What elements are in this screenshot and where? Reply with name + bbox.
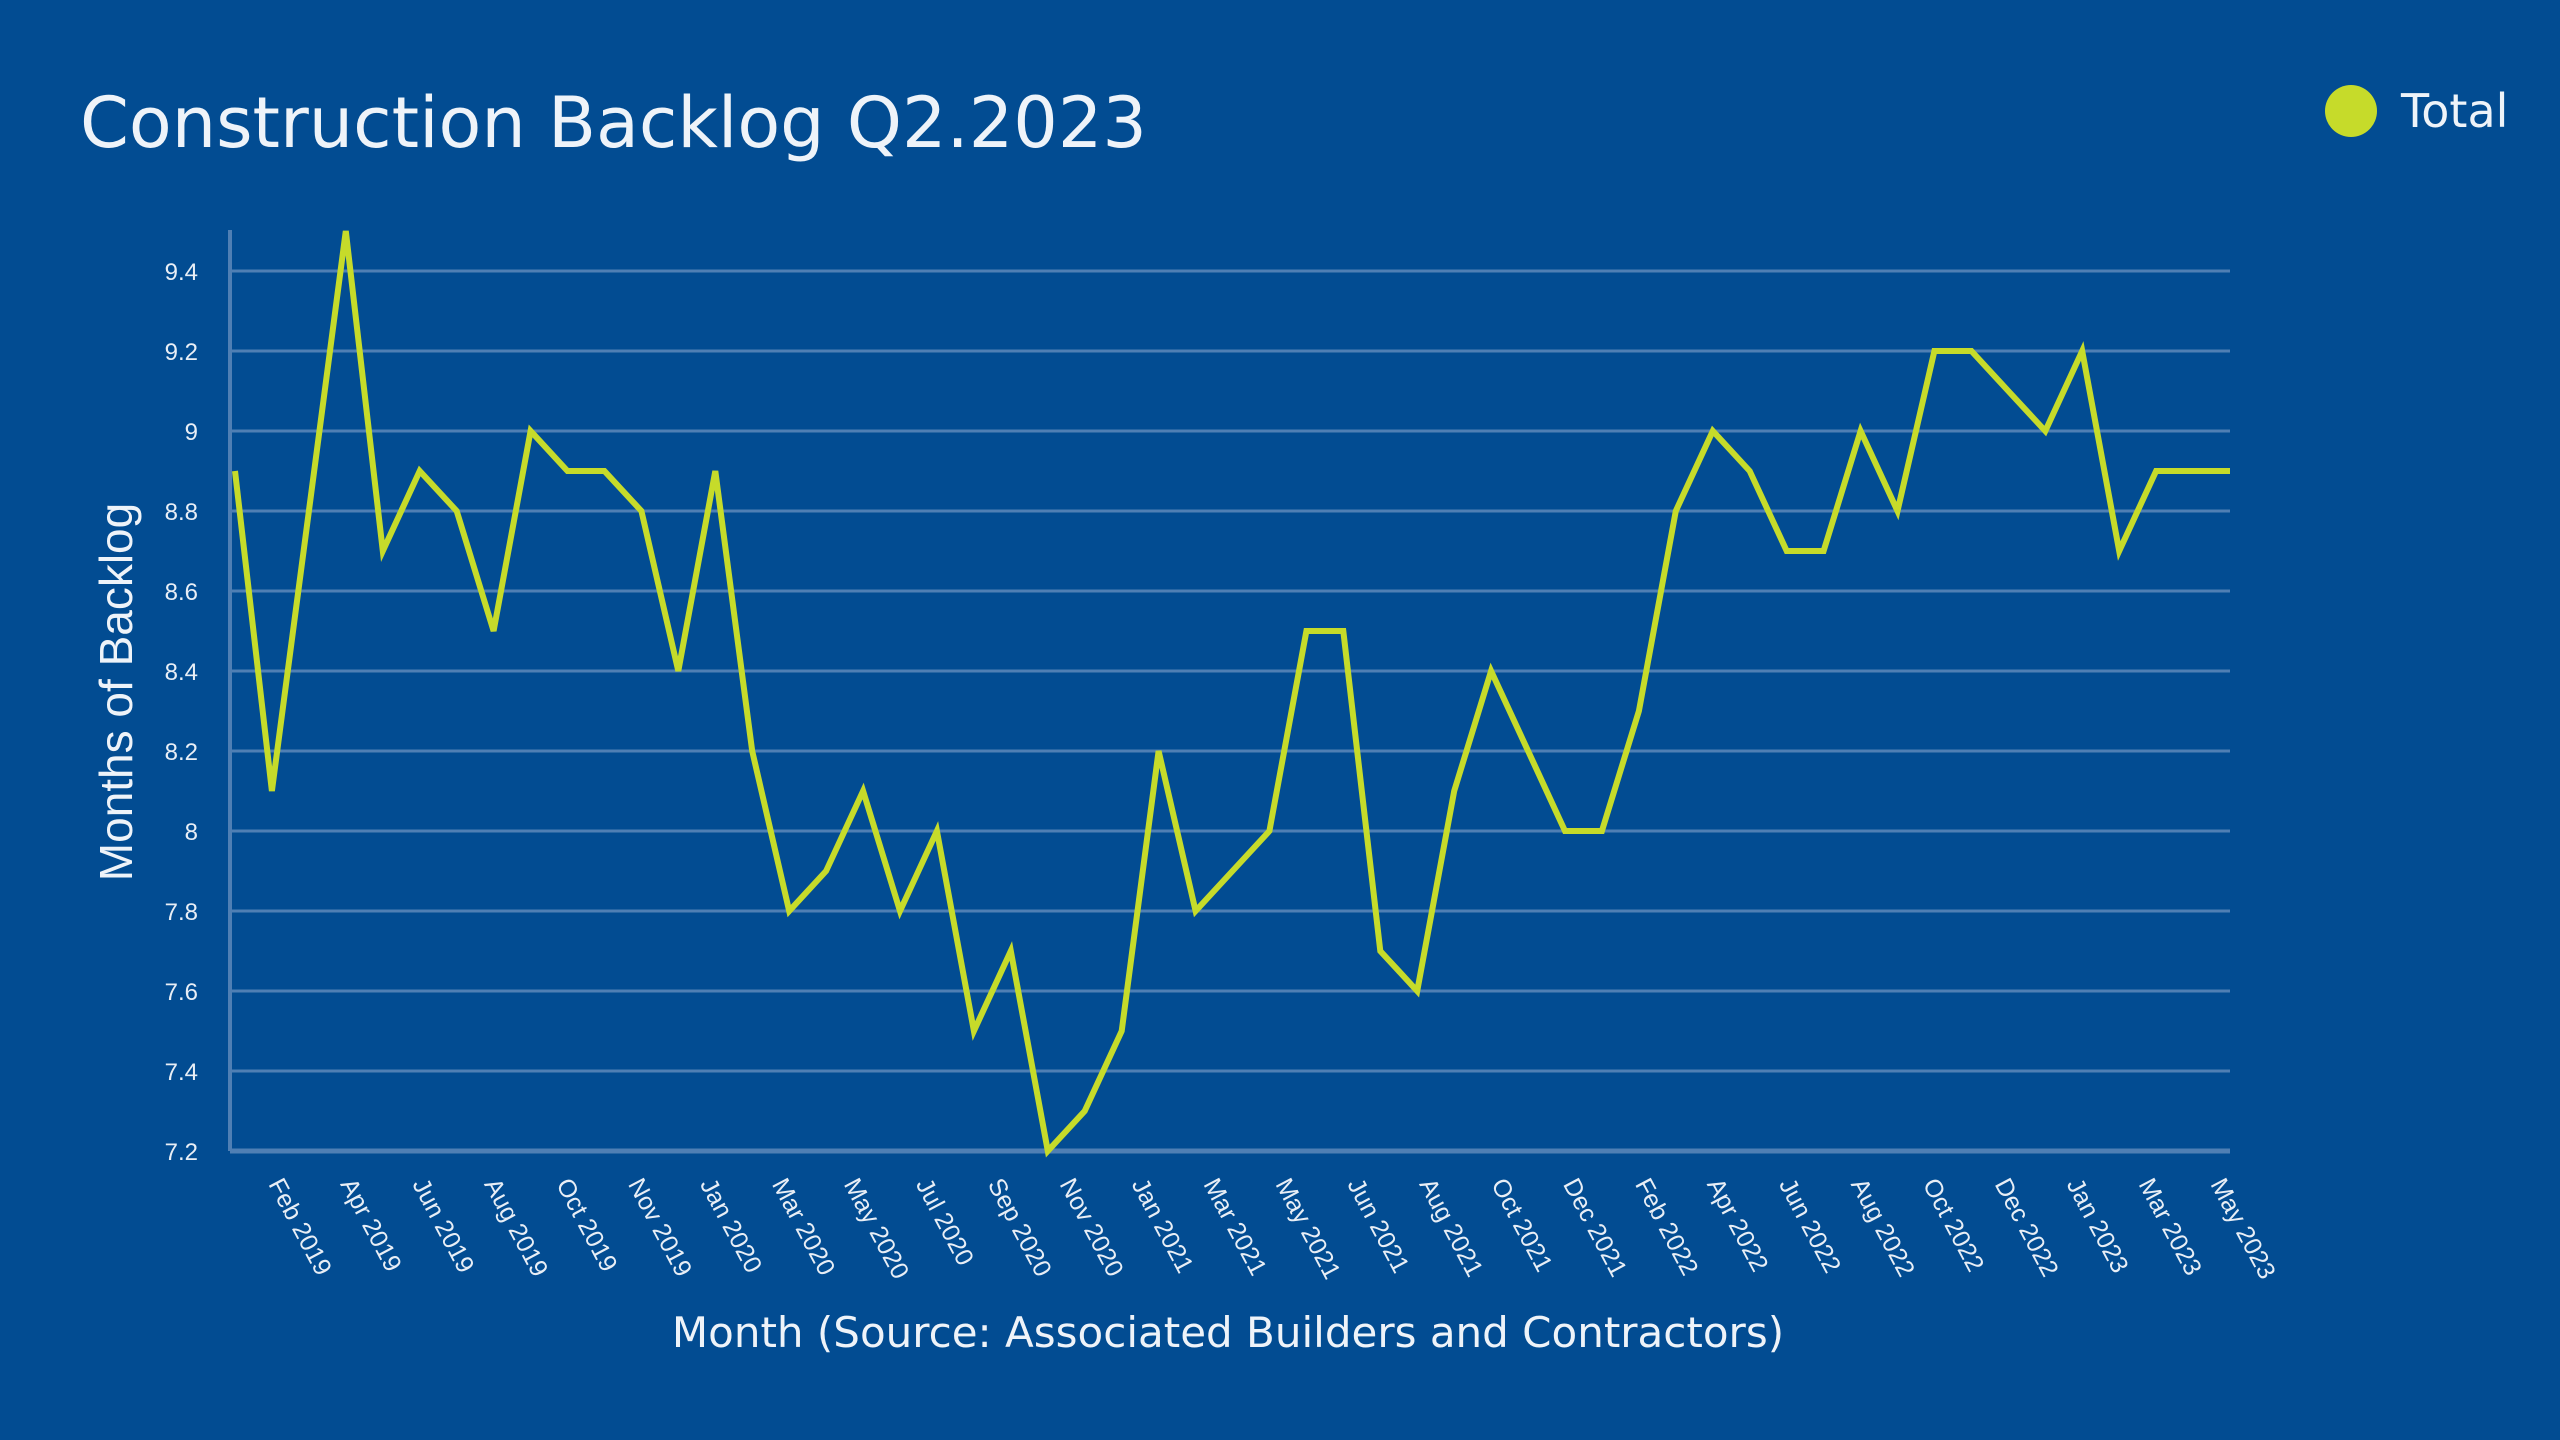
y-tick-label: 9.2 bbox=[165, 339, 198, 366]
x-tick-label: Jan 2020 bbox=[694, 1174, 767, 1278]
y-tick-labels: 7.2 7.4 7.6 7.8 8 8.2 8.4 8.6 8.8 9 9.2 9.4 bbox=[165, 259, 198, 1166]
y-tick-label: 8.6 bbox=[165, 579, 198, 606]
y-tick-label: 8.2 bbox=[165, 739, 198, 766]
y-tick-label: 7.2 bbox=[165, 1139, 198, 1166]
x-axis-title: Month (Source: Associated Builders and C… bbox=[672, 1308, 1784, 1357]
x-tick-label: Nov 2019 bbox=[622, 1174, 697, 1282]
x-tick-label: Jul 2020 bbox=[910, 1174, 979, 1271]
gridlines bbox=[230, 269, 2230, 1073]
y-tick-label: 8.8 bbox=[165, 499, 198, 526]
y-tick-label: 7.6 bbox=[165, 979, 198, 1006]
x-tick-label: Oct 2021 bbox=[1485, 1174, 1557, 1277]
x-tick-label: May 2023 bbox=[2205, 1174, 2281, 1284]
x-tick-label: Jan 2023 bbox=[2061, 1174, 2134, 1278]
x-tick-label: Jan 2021 bbox=[1126, 1174, 1199, 1278]
x-tick-label: Jun 2019 bbox=[407, 1174, 480, 1278]
x-tick-label: Nov 2020 bbox=[1054, 1174, 1129, 1282]
x-tick-label: Feb 2019 bbox=[263, 1174, 337, 1280]
x-tick-label: Dec 2021 bbox=[1557, 1174, 1632, 1282]
series-total bbox=[232, 230, 2230, 1158]
legend-swatch-total bbox=[2325, 85, 2377, 137]
x-tick-label: Mar 2020 bbox=[766, 1174, 840, 1280]
x-tick-label: Oct 2019 bbox=[550, 1174, 622, 1277]
x-tick-label: Sep 2020 bbox=[982, 1174, 1057, 1282]
x-tick-label: Feb 2022 bbox=[1629, 1174, 1703, 1280]
x-tick-label: Oct 2022 bbox=[1917, 1174, 1989, 1277]
y-tick-label: 9 bbox=[185, 419, 198, 446]
chart-title: Construction Backlog Q2.2023 bbox=[80, 82, 1147, 164]
axes bbox=[228, 230, 2230, 1154]
series-line-total bbox=[232, 230, 2230, 1158]
y-tick-label: 7.4 bbox=[165, 1059, 198, 1086]
y-axis-title: Months of Backlog bbox=[90, 503, 142, 881]
x-tick-label: Aug 2022 bbox=[1845, 1174, 1920, 1282]
x-tick-label: Dec 2022 bbox=[1989, 1174, 2064, 1282]
x-tick-label: Jun 2022 bbox=[1773, 1174, 1846, 1278]
y-tick-label: 8 bbox=[185, 819, 198, 846]
x-tick-label: May 2021 bbox=[1270, 1174, 1346, 1284]
y-tick-label: 8.4 bbox=[165, 659, 198, 686]
x-tick-label: Apr 2019 bbox=[335, 1174, 407, 1277]
x-tick-label: May 2020 bbox=[838, 1174, 914, 1284]
x-tick-label: Mar 2023 bbox=[2133, 1174, 2207, 1280]
y-tick-label: 9.4 bbox=[165, 259, 198, 286]
x-tick-label: Mar 2021 bbox=[1198, 1174, 1272, 1280]
legend-label-total: Total bbox=[2401, 84, 2509, 138]
x-tick-label: Aug 2021 bbox=[1414, 1174, 1489, 1282]
y-tick-label: 7.8 bbox=[165, 899, 198, 926]
x-tick-label: Apr 2022 bbox=[1701, 1174, 1773, 1277]
x-tick-label: Aug 2019 bbox=[478, 1174, 553, 1282]
legend: Total bbox=[2325, 84, 2508, 138]
x-tick-label: Jun 2021 bbox=[1342, 1174, 1415, 1278]
